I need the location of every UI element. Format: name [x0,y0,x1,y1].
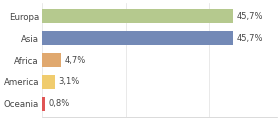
Bar [42,97,45,111]
Text: 45,7%: 45,7% [237,12,263,21]
Text: 0,8%: 0,8% [48,99,70,108]
Text: 45,7%: 45,7% [237,34,263,43]
Bar [42,31,233,45]
Text: 4,7%: 4,7% [65,55,86,65]
Bar [42,75,55,89]
Bar [42,9,233,23]
Bar [42,53,61,67]
Text: 3,1%: 3,1% [58,77,79,86]
